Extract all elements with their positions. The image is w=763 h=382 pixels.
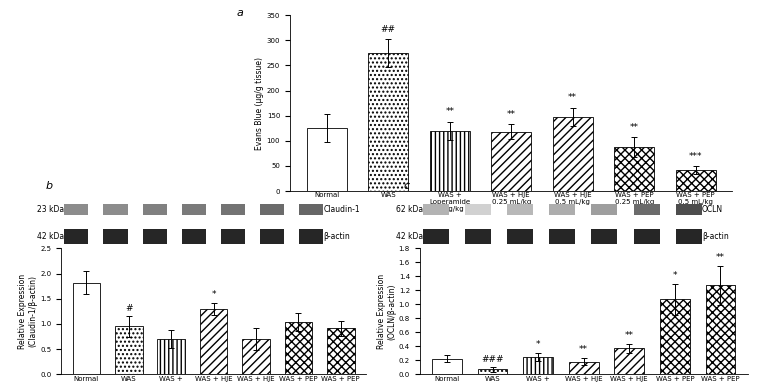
Bar bbox=[660, 299, 690, 374]
Text: Claudin-1: Claudin-1 bbox=[324, 205, 360, 214]
FancyBboxPatch shape bbox=[423, 229, 449, 244]
FancyBboxPatch shape bbox=[221, 229, 245, 244]
Bar bbox=[614, 147, 654, 191]
FancyBboxPatch shape bbox=[591, 204, 617, 215]
FancyBboxPatch shape bbox=[299, 204, 324, 215]
FancyBboxPatch shape bbox=[221, 204, 245, 215]
Bar bbox=[675, 170, 716, 191]
FancyBboxPatch shape bbox=[182, 229, 206, 244]
Text: ###: ### bbox=[481, 354, 504, 364]
Text: #: # bbox=[125, 304, 133, 312]
FancyBboxPatch shape bbox=[103, 204, 127, 215]
Bar bbox=[242, 339, 270, 374]
FancyBboxPatch shape bbox=[260, 204, 285, 215]
Bar bbox=[307, 128, 347, 191]
FancyBboxPatch shape bbox=[299, 229, 324, 244]
FancyBboxPatch shape bbox=[423, 204, 449, 215]
Text: β-actin: β-actin bbox=[702, 232, 729, 241]
Y-axis label: Relative Expression
(OCLN/β-actin): Relative Expression (OCLN/β-actin) bbox=[376, 274, 396, 349]
Y-axis label: Evans Blue (μg/g tissue): Evans Blue (μg/g tissue) bbox=[255, 57, 264, 150]
Text: 42 kDa: 42 kDa bbox=[396, 232, 423, 241]
Text: **: ** bbox=[625, 332, 634, 340]
Bar bbox=[369, 53, 408, 191]
FancyBboxPatch shape bbox=[64, 229, 89, 244]
FancyBboxPatch shape bbox=[143, 204, 167, 215]
Bar bbox=[115, 327, 143, 374]
FancyBboxPatch shape bbox=[676, 204, 702, 215]
Bar bbox=[552, 117, 593, 191]
Bar bbox=[706, 285, 736, 374]
Text: b: b bbox=[46, 181, 53, 191]
Text: *: * bbox=[211, 290, 216, 299]
FancyBboxPatch shape bbox=[591, 229, 617, 244]
Text: β-actin: β-actin bbox=[324, 232, 350, 241]
Bar bbox=[478, 369, 507, 374]
Bar bbox=[523, 357, 553, 374]
Text: a: a bbox=[237, 8, 243, 18]
Bar bbox=[569, 362, 598, 374]
FancyBboxPatch shape bbox=[103, 229, 127, 244]
Bar bbox=[72, 283, 100, 374]
Bar bbox=[614, 348, 644, 374]
Bar bbox=[491, 132, 531, 191]
Text: ***: *** bbox=[689, 152, 703, 160]
FancyBboxPatch shape bbox=[465, 229, 491, 244]
FancyBboxPatch shape bbox=[182, 204, 206, 215]
Text: ##: ## bbox=[381, 24, 396, 34]
FancyBboxPatch shape bbox=[260, 229, 285, 244]
Bar bbox=[157, 339, 185, 374]
Text: OCLN: OCLN bbox=[702, 205, 723, 214]
Bar bbox=[430, 131, 470, 191]
Bar bbox=[200, 309, 227, 374]
FancyBboxPatch shape bbox=[465, 204, 491, 215]
FancyBboxPatch shape bbox=[549, 229, 575, 244]
Y-axis label: Relative Expression
(Claudin-1/β-actin): Relative Expression (Claudin-1/β-actin) bbox=[18, 274, 37, 349]
FancyBboxPatch shape bbox=[676, 229, 702, 244]
Bar bbox=[432, 359, 462, 374]
Text: **: ** bbox=[579, 345, 588, 354]
FancyBboxPatch shape bbox=[507, 229, 533, 244]
FancyBboxPatch shape bbox=[507, 204, 533, 215]
Bar bbox=[285, 322, 312, 374]
FancyBboxPatch shape bbox=[633, 229, 659, 244]
Bar bbox=[327, 329, 355, 374]
Text: 23 kDa: 23 kDa bbox=[37, 205, 64, 214]
Text: *: * bbox=[536, 340, 540, 349]
Text: 42 kDa: 42 kDa bbox=[37, 232, 64, 241]
Text: **: ** bbox=[629, 123, 639, 131]
FancyBboxPatch shape bbox=[549, 204, 575, 215]
Text: **: ** bbox=[716, 253, 725, 262]
FancyBboxPatch shape bbox=[633, 204, 659, 215]
Text: **: ** bbox=[568, 93, 577, 102]
FancyBboxPatch shape bbox=[64, 204, 89, 215]
Text: 62 kDa: 62 kDa bbox=[396, 205, 423, 214]
Text: **: ** bbox=[507, 110, 516, 119]
Text: c: c bbox=[404, 181, 410, 191]
Text: *: * bbox=[672, 271, 677, 280]
FancyBboxPatch shape bbox=[143, 229, 167, 244]
Text: **: ** bbox=[446, 107, 454, 117]
